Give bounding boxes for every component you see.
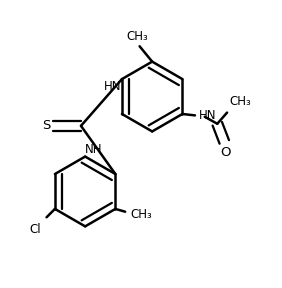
Text: HN: HN: [199, 109, 217, 122]
Text: S: S: [42, 119, 50, 132]
Text: Cl: Cl: [29, 223, 41, 236]
Text: CH₃: CH₃: [126, 31, 148, 43]
Text: HN: HN: [103, 79, 121, 92]
Text: O: O: [221, 146, 231, 159]
Text: NH: NH: [85, 143, 103, 156]
Text: CH₃: CH₃: [230, 95, 252, 108]
Text: CH₃: CH₃: [131, 208, 153, 221]
